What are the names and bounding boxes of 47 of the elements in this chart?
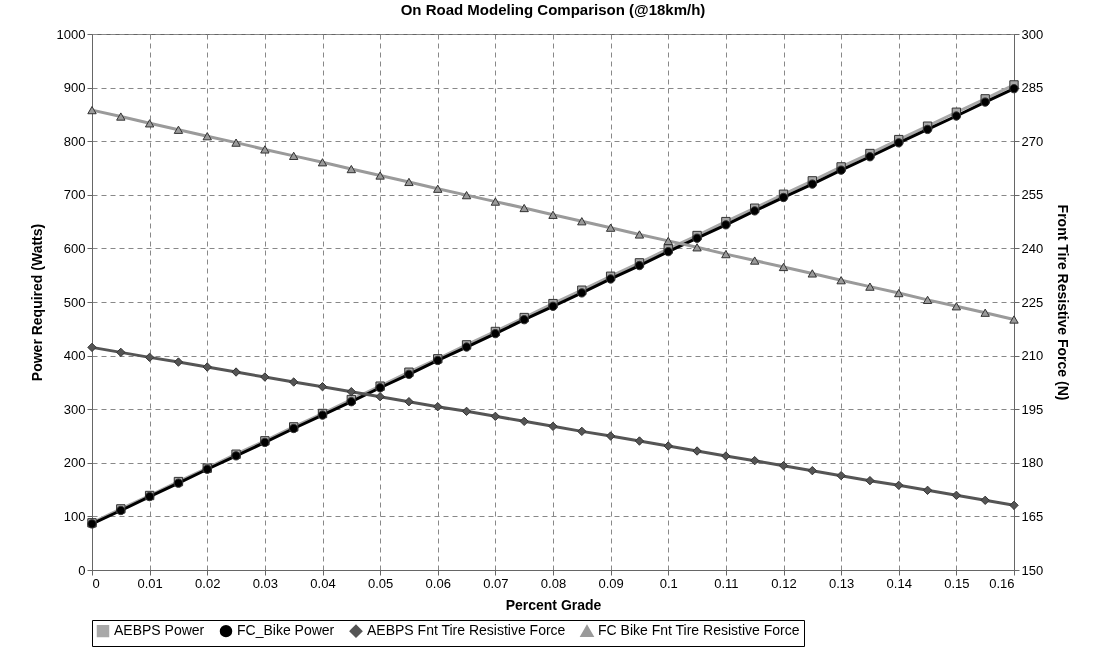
y2-tick-label: 255 — [1021, 187, 1044, 203]
y-tick-label: 800 — [63, 133, 86, 149]
y2-tick-label: 210 — [1021, 348, 1044, 364]
x-tick-label: 0.16 — [989, 575, 1015, 591]
x-tick-label: 0.01 — [137, 575, 163, 591]
y2-tick-label: 180 — [1021, 455, 1044, 471]
y2-tick-label: 225 — [1021, 294, 1044, 310]
x-tick-label: 0.04 — [310, 575, 336, 591]
y-tick-label: 900 — [63, 80, 86, 96]
legend-label: AEBPS Fnt Tire Resistive Force — [367, 622, 566, 639]
y2-tick-label: 285 — [1021, 80, 1044, 96]
x-tick-label: 0.05 — [367, 575, 394, 591]
y2-tick-label: 240 — [1021, 240, 1044, 256]
y-tick-label: 300 — [63, 401, 86, 417]
x-tick-label: 0.09 — [598, 575, 624, 591]
x-tick-label: 0 — [92, 575, 100, 591]
x-tick-label: 0.03 — [252, 575, 279, 591]
y-tick-label: 500 — [63, 294, 86, 310]
y-tick-label: 1000 — [56, 26, 86, 42]
y-tick-label: 600 — [63, 240, 86, 256]
legend-label: FC_Bike Power — [237, 622, 335, 639]
x-tick-label: 0.02 — [195, 575, 221, 591]
y2-tick-label: 195 — [1021, 401, 1044, 417]
y2-tick-label: 300 — [1021, 26, 1044, 42]
x-tick-label: 0.13 — [828, 575, 855, 591]
y2-tick-label: 165 — [1021, 508, 1044, 524]
x-tick-label: 0.11 — [714, 575, 739, 591]
x-tick-label: 0.07 — [483, 575, 509, 591]
x-tick-label: 0.14 — [886, 575, 912, 591]
chart-title: On Road Modeling Comparison (@18km/h) — [400, 1, 706, 18]
x-axis-title: Percent Grade — [505, 596, 602, 613]
y-axis-title: Power Required (Watts) — [28, 223, 45, 382]
y-tick-label: 0 — [78, 562, 86, 578]
y2-axis-title: Front Tire Resistive Force (N) — [1055, 204, 1072, 401]
x-tick-label: 0.08 — [540, 575, 567, 591]
y-tick-label: 700 — [63, 187, 86, 203]
y2-tick-label: 150 — [1021, 562, 1044, 578]
y-tick-label: 200 — [63, 455, 86, 471]
x-tick-label: 0.12 — [771, 575, 797, 591]
legend-label: AEBPS Power — [114, 622, 205, 639]
y-tick-label: 100 — [63, 508, 86, 524]
y2-tick-label: 270 — [1021, 133, 1044, 149]
x-tick-label: 0.1 — [659, 575, 678, 591]
x-tick-label: 0.06 — [425, 575, 451, 591]
y-tick-label: 400 — [63, 348, 86, 364]
x-tick-label: 0.15 — [944, 575, 970, 591]
legend-label: FC Bike Fnt Tire Resistive Force — [598, 622, 800, 639]
